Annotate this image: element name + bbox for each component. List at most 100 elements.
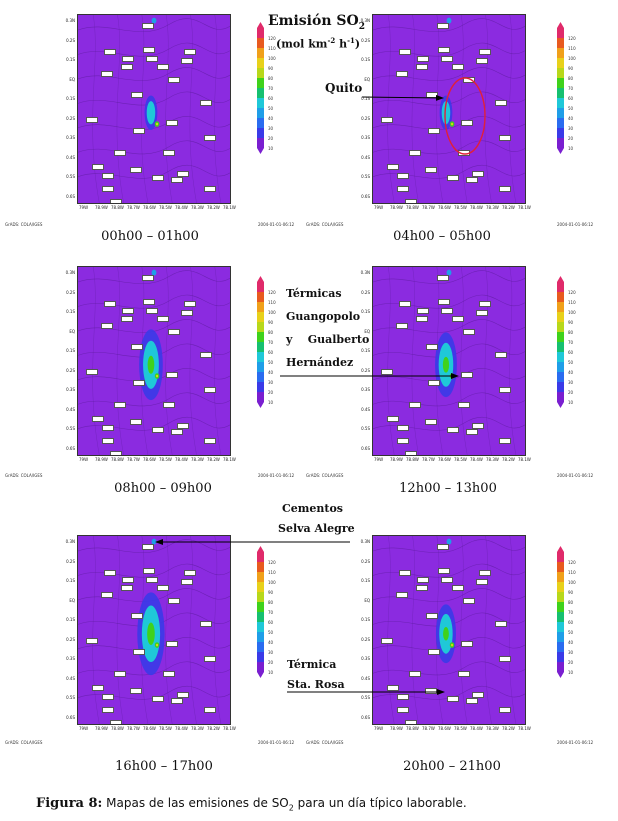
contour-label [184, 300, 197, 307]
contour-label [163, 150, 176, 157]
contour-label [143, 46, 156, 53]
x-tick-label: 78.2W [207, 205, 220, 210]
emission-map-2 [372, 14, 526, 204]
contour-label [471, 171, 484, 178]
contour-label [427, 127, 440, 134]
emission-units: (mol km-2 h-1) [276, 36, 361, 51]
contour-label [395, 323, 408, 330]
colorbar-segment [257, 312, 264, 322]
colorbar-segment [257, 98, 264, 108]
y-tick-label: 0.5S [361, 174, 370, 180]
x-tick-label: 79W [374, 726, 384, 731]
x-tick-label: 78.3W [191, 457, 204, 462]
contour-label [471, 423, 484, 430]
y-tick-label: 0.2S [361, 289, 370, 295]
colorbar-segment [257, 602, 264, 612]
colorbar-segment [557, 562, 564, 572]
colorbar-label: 110 [268, 46, 276, 51]
contour-label [114, 402, 127, 409]
y-tick-label: 0.2S [66, 37, 75, 43]
y-tick-label: 0.4S [361, 675, 370, 681]
contour-label [131, 613, 144, 620]
colorbar-label: 50 [268, 360, 274, 365]
x-tick-label: 78.3W [486, 457, 499, 462]
contour-label [102, 438, 115, 445]
y-tick-label: 0.5S [66, 695, 75, 701]
colorbar-label: 70 [568, 610, 574, 615]
colorbar-label: 10 [268, 670, 274, 675]
contour-label [436, 22, 449, 29]
contour-label [461, 641, 474, 648]
contour-label [476, 58, 489, 65]
x-tick-label: 78.1W [518, 726, 531, 731]
x-tick-label: 78.9W [390, 457, 403, 462]
y-tick-label: 0.2S [361, 37, 370, 43]
contour-label [398, 300, 411, 307]
contour-label [166, 641, 179, 648]
colorbar-segment [257, 138, 264, 148]
x-tick-label: 78.8W [406, 726, 419, 731]
colorbar-label: 30 [268, 380, 274, 385]
contour-label [471, 692, 484, 699]
colorbar-label: 60 [268, 96, 274, 101]
colorbar-segment [557, 108, 564, 118]
colorbar-segment [557, 138, 564, 148]
contour-label [462, 77, 475, 84]
contour-label [167, 77, 180, 84]
colorbar-label: 40 [268, 116, 274, 121]
colorbar-segment [557, 642, 564, 652]
colorbar-label: 60 [268, 620, 274, 625]
x-tick-label: 78.6W [143, 726, 156, 731]
colorbar-segment [557, 632, 564, 642]
y-tick-label: 0.2S [361, 636, 370, 642]
x-tick-label: 78.5W [454, 205, 467, 210]
x-tick-label: 79W [79, 457, 89, 462]
contour-label [85, 637, 98, 644]
contour-label [199, 99, 212, 106]
y-tick-label: 0.4S [66, 406, 75, 412]
contour-label [441, 56, 454, 63]
y-tick-label: 0.1S [361, 348, 370, 354]
y-tick-label: EQ [364, 597, 370, 603]
colorbar-segment [257, 372, 264, 382]
x-tick-label: 78.7W [422, 726, 435, 731]
x-tick-label: 78.1W [518, 457, 531, 462]
contour-label [109, 451, 122, 455]
colorbar-segment [557, 582, 564, 592]
y-tick-label: 0.1S [66, 57, 75, 63]
colorbar-segment [557, 622, 564, 632]
contour-label [427, 379, 440, 386]
y-tick-label: 0.4S [361, 154, 370, 160]
y-tick-label: 0.1S [361, 578, 370, 584]
grads-credit: GrADS: COLA/IGES [5, 473, 43, 478]
contour-label [184, 569, 197, 576]
y-tick-label: 0.1S [361, 617, 370, 623]
colorbar-label: 30 [568, 650, 574, 655]
colorbar-label: 50 [268, 630, 274, 635]
x-tick-label: 78.9W [95, 726, 108, 731]
contour-label [204, 707, 217, 714]
contour-label [397, 172, 410, 179]
x-tick-label: 78.1W [223, 726, 236, 731]
y-tick-label: 0.3S [361, 135, 370, 141]
colorbar-segment [257, 592, 264, 602]
y-tick-label: 0.5S [361, 695, 370, 701]
y-tick-label: 0.5S [66, 426, 75, 432]
colorbar-segment [257, 562, 264, 572]
colorbar-segment [257, 88, 264, 98]
colorbar-label: 80 [568, 76, 574, 81]
colorbar-segment [557, 282, 564, 292]
time-caption-4: 12h00 – 13h00 [399, 481, 497, 496]
x-tick-label: 78.3W [191, 726, 204, 731]
contour-label [479, 300, 492, 307]
contour-label [404, 199, 417, 203]
colorbar-label: 120 [568, 290, 576, 295]
colorbar-segment [257, 322, 264, 332]
contour-label [204, 656, 217, 663]
colorbar-3: 120 110 100 90 80 70 60 50 40 30 20 10 [256, 276, 276, 408]
contour-label [85, 368, 98, 375]
grads-credit: GrADS: COLA/IGES [306, 222, 344, 227]
contour-label [141, 274, 154, 281]
contour-label [380, 116, 393, 123]
colorbar-segment [257, 572, 264, 582]
